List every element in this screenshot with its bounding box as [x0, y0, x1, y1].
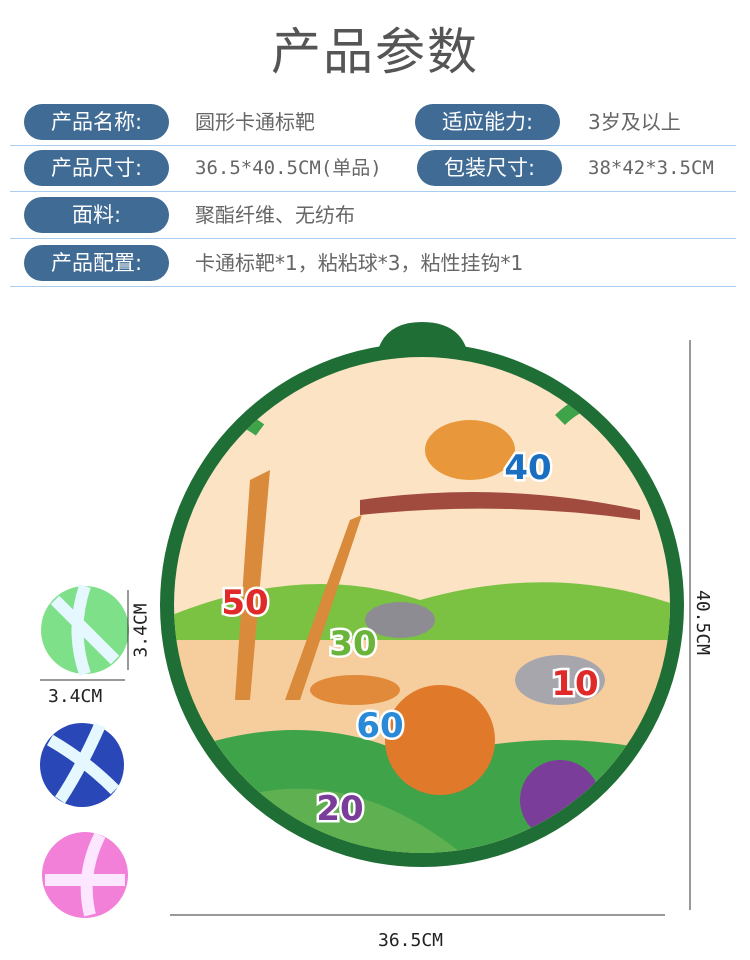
height-dimension: 40.5CM: [692, 589, 714, 656]
score-10: 10: [551, 664, 598, 704]
spec-value: 卡通标靶*1，粘粘球*3，粘性挂钩*1: [195, 251, 524, 275]
spec-label: 产品名称:: [24, 104, 169, 140]
spec-label: 包装尺寸:: [417, 150, 562, 186]
spec-value: 聚酯纤维、无纺布: [195, 203, 355, 227]
spec-label: 产品配置:: [24, 245, 169, 281]
score-40: 40: [504, 448, 551, 488]
dartboard: 40 50 30 10 60 20: [160, 322, 684, 867]
page-title: 产品参数: [271, 23, 479, 81]
score-30: 30: [329, 624, 376, 664]
dimension-lines: [40, 340, 691, 916]
spec-value: 圆形卡通标靶: [195, 110, 315, 134]
spec-label: 面料:: [24, 197, 169, 233]
spec-label: 产品尺寸:: [24, 150, 169, 186]
balls: [40, 584, 129, 918]
ball-width-dimension: 3.4CM: [48, 686, 103, 707]
spec-row: 产品配置: 卡通标靶*1，粘粘球*3，粘性挂钩*1: [10, 241, 736, 287]
spec-row: 产品尺寸: 36.5*40.5CM(单品) 包装尺寸: 38*42*3.5CM: [10, 146, 736, 192]
spec-value: 38*42*3.5CM: [588, 157, 714, 179]
spec-row: 面料: 聚酯纤维、无纺布: [10, 193, 736, 239]
ball-height-dimension: 3.4CM: [130, 603, 152, 658]
score-50: 50: [221, 583, 268, 623]
spec-value: 3岁及以上: [588, 110, 681, 134]
width-dimension: 36.5CM: [378, 930, 444, 951]
score-60: 60: [356, 706, 403, 746]
spec-row: 产品名称: 圆形卡通标靶 适应能力: 3岁及以上: [10, 100, 736, 146]
spec-label: 适应能力:: [415, 104, 560, 140]
score-20: 20: [316, 789, 363, 829]
spec-value: 36.5*40.5CM(单品): [195, 157, 382, 179]
